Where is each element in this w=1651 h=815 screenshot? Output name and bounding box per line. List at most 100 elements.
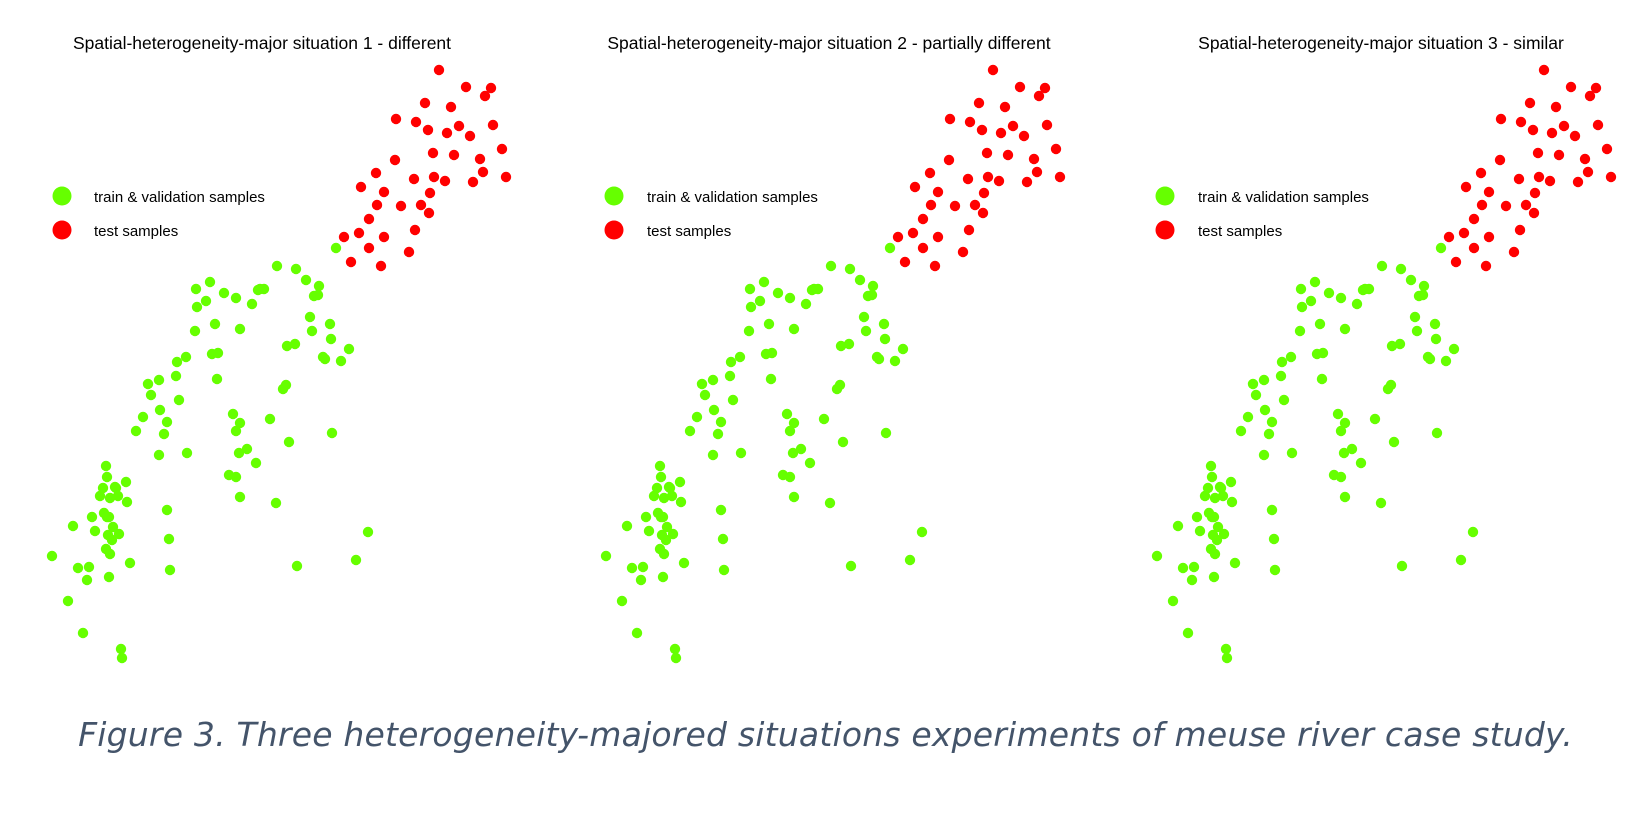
test-point — [1500, 200, 1512, 212]
train-point — [1386, 340, 1398, 352]
test-point — [1527, 124, 1539, 136]
test-point — [1458, 227, 1470, 239]
train-point — [691, 411, 703, 423]
train-point — [241, 443, 253, 455]
train-point — [101, 471, 113, 483]
scatter-points — [600, 64, 1066, 664]
test-point — [1443, 231, 1455, 243]
train-point — [1191, 511, 1203, 523]
test-point — [453, 120, 465, 132]
test-point — [1528, 207, 1540, 219]
train-point — [1199, 490, 1211, 502]
train-point — [312, 289, 324, 301]
train-point — [180, 351, 192, 363]
train-point — [1339, 491, 1351, 503]
train-point — [763, 318, 775, 330]
test-point — [917, 213, 929, 225]
test-point — [439, 175, 451, 187]
train-point — [62, 595, 74, 607]
train-point — [230, 471, 242, 483]
train-point — [1339, 417, 1351, 429]
test-point — [375, 260, 387, 272]
train-point — [643, 525, 655, 537]
train-point — [655, 471, 667, 483]
train-point — [1455, 554, 1467, 566]
train-point — [270, 497, 282, 509]
panel-title: Spatial-heterogeneity-major situation 2 … — [607, 33, 1050, 53]
train-point — [727, 394, 739, 406]
test-point — [1033, 90, 1045, 102]
train-point — [788, 417, 800, 429]
legend-test-label: test samples — [1198, 223, 1282, 240]
train-point — [1211, 534, 1223, 546]
test-point — [932, 231, 944, 243]
train-point — [616, 595, 628, 607]
test-point — [479, 90, 491, 102]
train-point — [758, 276, 770, 288]
test-point — [1515, 116, 1527, 128]
test-point — [355, 181, 367, 193]
train-point — [190, 283, 202, 295]
train-point — [787, 447, 799, 459]
test-point — [925, 199, 937, 211]
test-point — [419, 97, 431, 109]
train-point — [735, 447, 747, 459]
test-point — [1041, 119, 1053, 131]
panel-title: Spatial-heterogeneity-major situation 1 … — [73, 33, 451, 53]
train-point — [784, 471, 796, 483]
train-point — [696, 378, 708, 390]
train-point — [788, 491, 800, 503]
train-point — [121, 496, 133, 508]
train-point — [191, 301, 203, 313]
train-point — [784, 292, 796, 304]
train-point — [115, 643, 127, 655]
test-point — [1480, 260, 1492, 272]
train-point — [142, 378, 154, 390]
train-point — [1317, 347, 1329, 359]
test-point — [1553, 149, 1565, 161]
train-point — [234, 491, 246, 503]
legend-test-label: test samples — [94, 223, 178, 240]
test-point — [1028, 153, 1040, 165]
train-point — [1151, 550, 1163, 562]
train-point — [137, 411, 149, 423]
legend-train-marker — [1155, 186, 1175, 206]
train-point — [1221, 652, 1233, 664]
test-point — [427, 147, 439, 159]
train-point — [788, 323, 800, 335]
train-point — [1259, 404, 1271, 416]
train-point — [1296, 301, 1308, 313]
train-point — [290, 263, 302, 275]
train-point — [1355, 457, 1367, 469]
test-point — [973, 97, 985, 109]
train-point — [707, 374, 719, 386]
test-point — [433, 64, 445, 76]
train-point — [306, 325, 318, 337]
test-point — [1476, 199, 1488, 211]
train-point — [795, 443, 807, 455]
test-point — [1524, 97, 1536, 109]
train-point — [818, 413, 830, 425]
train-point — [103, 571, 115, 583]
train-point — [1395, 263, 1407, 275]
test-point — [428, 171, 440, 183]
train-point — [89, 525, 101, 537]
test-point — [338, 231, 350, 243]
test-point — [963, 224, 975, 236]
train-point — [660, 534, 672, 546]
train-point — [1339, 323, 1351, 335]
train-point — [170, 370, 182, 382]
train-point — [181, 447, 193, 459]
train-point — [1323, 287, 1335, 299]
train-point — [1188, 561, 1200, 573]
train-point — [110, 482, 122, 494]
train-point — [281, 340, 293, 352]
train-point — [107, 521, 119, 533]
train-point — [1417, 289, 1429, 301]
train-point — [280, 379, 292, 391]
train-point — [699, 389, 711, 401]
test-point — [987, 64, 999, 76]
train-point — [916, 526, 928, 538]
train-point — [1266, 416, 1278, 428]
train-point — [1235, 425, 1247, 437]
